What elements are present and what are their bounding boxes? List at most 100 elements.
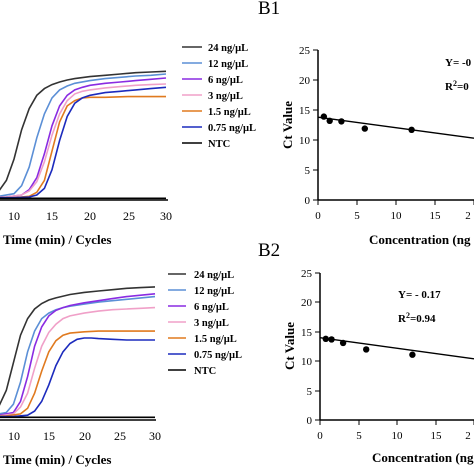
data-points bbox=[320, 113, 415, 133]
x-tick-label: 30 bbox=[149, 429, 161, 443]
y-tick-label: 25 bbox=[301, 268, 313, 280]
x-axis-title: Time (min) / Cycles bbox=[3, 232, 111, 247]
x-tick-label: 30 bbox=[160, 209, 172, 223]
legend-label: 24 ng/µL bbox=[208, 43, 248, 54]
data-point bbox=[363, 346, 370, 353]
y-ticks: 0 5 10 15 20 25 bbox=[301, 268, 320, 427]
r-squared: R2=0.94 bbox=[398, 311, 436, 325]
r-squared-symbol: R bbox=[398, 313, 407, 325]
series-line-6-ng-l bbox=[0, 293, 156, 416]
x-tick-label: 20 bbox=[84, 209, 96, 223]
series-line-24-ng-l bbox=[0, 70, 167, 191]
scatter-panel-b1: B1 0 5 10 15 20 25 0 5 10 15 2 bbox=[258, 0, 474, 247]
legend-label: 1.5 ng/µL bbox=[194, 334, 237, 345]
x-tick-label: 15 bbox=[431, 430, 443, 442]
x-tick-label: 20 bbox=[79, 429, 91, 443]
data-point bbox=[328, 336, 335, 343]
y-tick-label: 0 bbox=[305, 195, 311, 207]
series-line-12-ng-l bbox=[0, 295, 156, 415]
x-axis-title: Concentration (ng bbox=[372, 450, 474, 465]
series-line-24-ng-l bbox=[0, 286, 156, 406]
x-tick-label: 0 bbox=[315, 210, 321, 222]
legend: 24 ng/µL 12 ng/µL 6 ng/µL 3 ng/µL 1.5 ng… bbox=[182, 43, 256, 150]
y-tick-label: 0 bbox=[307, 415, 313, 427]
data-point bbox=[326, 117, 333, 125]
legend-label: 1.5 ng/µL bbox=[208, 107, 251, 118]
y-tick-label: 20 bbox=[299, 75, 311, 87]
x-tick-label: 10 bbox=[391, 210, 403, 222]
x-ticks: 10 15 20 25 30 bbox=[8, 209, 172, 223]
y-tick-label: 5 bbox=[305, 165, 311, 177]
x-tick-label: 25 bbox=[114, 429, 126, 443]
y-axis-title: Ct Value bbox=[280, 101, 295, 149]
curve-panel-top: 10 15 20 25 30 Time (min) / Cycles 24 ng… bbox=[0, 43, 256, 247]
x-tick-label: 5 bbox=[356, 430, 362, 442]
series-line-12-ng-l bbox=[0, 73, 167, 197]
x-tick-label: 2 bbox=[465, 430, 471, 442]
curve-panel-bottom: 10 15 20 25 30 Time (min) / Cycles 24 ng… bbox=[0, 270, 242, 467]
series-lines bbox=[0, 70, 167, 200]
legend-label: 3 ng/µL bbox=[194, 318, 229, 329]
series-line-0-75-ng-l bbox=[0, 337, 155, 418]
y-tick-label: 15 bbox=[299, 105, 311, 117]
legend-label: 24 ng/µL bbox=[194, 270, 234, 281]
r-squared-symbol: R bbox=[445, 81, 454, 93]
legend: 24 ng/µL 12 ng/µL 6 ng/µL 3 ng/µL 1.5 ng… bbox=[168, 270, 242, 377]
series-line-0-75-ng-l bbox=[0, 86, 167, 199]
panel-label: B1 bbox=[258, 0, 280, 19]
y-tick-label: 10 bbox=[301, 356, 313, 368]
data-point bbox=[339, 339, 347, 347]
series-line-1-5-ng-l bbox=[0, 330, 155, 417]
legend-label: 0.75 ng/µL bbox=[194, 350, 242, 361]
x-tick-label: 25 bbox=[123, 209, 135, 223]
x-axis-title: Time (min) / Cycles bbox=[3, 452, 111, 467]
series-line-1-5-ng-l bbox=[0, 95, 166, 199]
data-points bbox=[322, 335, 416, 358]
data-point bbox=[320, 113, 328, 120]
x-tick-label: 10 bbox=[392, 430, 404, 442]
y-tick-label: 20 bbox=[301, 297, 313, 309]
legend-label: 3 ng/µL bbox=[208, 91, 243, 102]
data-point bbox=[322, 335, 329, 343]
x-tick-label: 10 bbox=[8, 429, 20, 443]
r-squared-exponent: 2 bbox=[406, 311, 410, 320]
y-tick-label: 5 bbox=[307, 386, 313, 398]
legend-label: NTC bbox=[194, 366, 216, 377]
y-axis-title: Ct Value bbox=[282, 322, 297, 370]
x-ticks: 0 5 10 15 2 bbox=[317, 420, 474, 442]
x-tick-label: 0 bbox=[317, 430, 323, 442]
data-point bbox=[361, 125, 368, 132]
series-line-3-ng-l bbox=[0, 306, 156, 417]
y-ticks: 0 5 10 15 20 25 bbox=[299, 45, 318, 207]
series-lines bbox=[0, 286, 156, 419]
x-ticks: 10 15 20 25 30 bbox=[8, 429, 161, 443]
legend-label: 6 ng/µL bbox=[208, 75, 243, 86]
legend-label: NTC bbox=[208, 139, 230, 150]
x-axis-title: Concentration (ng bbox=[369, 232, 471, 247]
x-ticks: 0 5 10 15 2 bbox=[315, 200, 474, 222]
y-tick-label: 25 bbox=[299, 45, 311, 57]
x-tick-label: 5 bbox=[354, 210, 360, 222]
y-tick-label: 10 bbox=[299, 135, 311, 147]
x-tick-label: 15 bbox=[430, 210, 442, 222]
legend-label: 0.75 ng/µL bbox=[208, 123, 256, 134]
r-squared-value: =0 bbox=[457, 81, 469, 93]
r-squared: R2=0 bbox=[445, 79, 469, 93]
x-tick-label: 15 bbox=[46, 209, 58, 223]
scatter-panel-b2: B2 0 5 10 15 20 25 0 5 10 15 2 bbox=[258, 240, 474, 465]
data-point bbox=[408, 126, 415, 133]
fit-equation: Y= - 0.17 bbox=[398, 289, 441, 301]
data-point bbox=[409, 351, 416, 358]
legend-label: 12 ng/µL bbox=[208, 59, 248, 70]
x-tick-label: 2 bbox=[465, 210, 471, 222]
r-squared-exponent: 2 bbox=[453, 79, 457, 88]
y-tick-label: 15 bbox=[301, 327, 313, 339]
r-squared-value: =0.94 bbox=[410, 313, 436, 325]
x-tick-label: 15 bbox=[43, 429, 55, 443]
legend-label: 12 ng/µL bbox=[194, 286, 234, 297]
data-point bbox=[338, 118, 345, 125]
fit-equation: Y= -0 bbox=[445, 57, 472, 69]
x-tick-label: 10 bbox=[8, 209, 20, 223]
series-line-3-ng-l bbox=[0, 83, 167, 198]
